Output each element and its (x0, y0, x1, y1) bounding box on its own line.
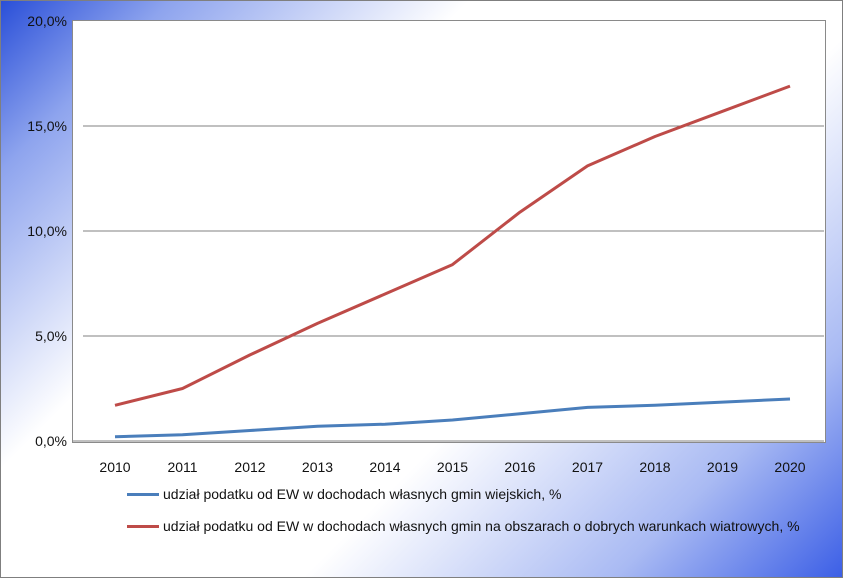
y-tick-label: 5,0% (35, 328, 67, 344)
legend-swatch-1 (127, 493, 159, 496)
x-tick-label: 2013 (302, 459, 333, 475)
legend: udział podatku od EW w dochodach własnyc… (127, 485, 817, 549)
x-tick-label: 2014 (369, 459, 400, 475)
legend-label-2: udział podatku od EW w dochodach własnyc… (163, 518, 800, 534)
series-line-2 (114, 84, 791, 407)
y-tick-label: 20,0% (27, 13, 67, 29)
x-tick-label: 2017 (572, 459, 603, 475)
legend-label-1: udział podatku od EW w dochodach własnyc… (163, 486, 562, 502)
series-line-1 (114, 397, 791, 439)
x-tick-label: 2012 (234, 459, 265, 475)
legend-item-2: udział podatku od EW w dochodach własnyc… (127, 517, 817, 535)
x-tick-label: 2016 (504, 459, 535, 475)
legend-item-1: udział podatku od EW w dochodach własnyc… (127, 485, 817, 503)
x-tick-label: 2018 (639, 459, 670, 475)
legend-swatch-2 (127, 525, 159, 528)
x-tick-label: 2020 (774, 459, 805, 475)
y-tick-label: 10,0% (27, 223, 67, 239)
x-tick-label: 2019 (707, 459, 738, 475)
x-tick-label: 2015 (437, 459, 468, 475)
x-tick-label: 2010 (99, 459, 130, 475)
y-tick-label: 0,0% (35, 433, 67, 449)
y-tick-label: 15,0% (27, 118, 67, 134)
x-tick-label: 2011 (167, 459, 197, 475)
